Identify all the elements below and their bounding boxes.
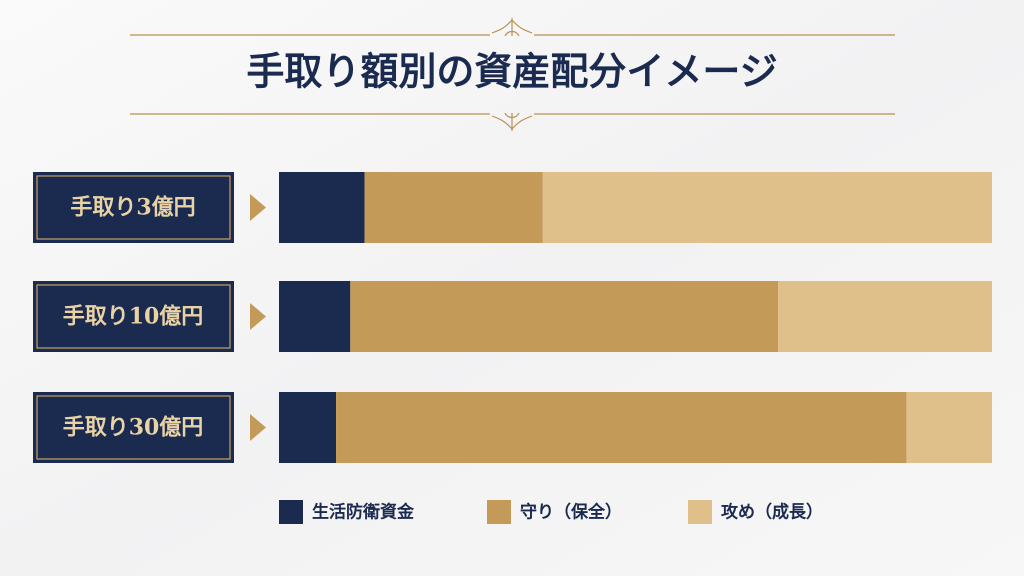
bar-segment	[364, 172, 543, 243]
bar-segment	[279, 281, 351, 352]
arrow	[250, 194, 266, 221]
arrow	[250, 414, 266, 441]
category-label: 手取り3億円	[70, 195, 195, 221]
legend-swatch	[279, 500, 303, 524]
bar-segment	[350, 281, 779, 352]
category-label: 手取り10億円	[63, 304, 204, 330]
legend-swatch	[487, 500, 511, 524]
legend-label: 生活防衛資金	[312, 502, 415, 523]
category-box	[33, 172, 234, 243]
bar-segment	[778, 281, 992, 352]
chart-title: 手取り額別の資産配分イメージ	[246, 49, 777, 94]
category-box-border	[36, 284, 231, 349]
legend-label: 攻め（成長）	[721, 502, 823, 523]
bar-segment	[279, 392, 337, 463]
arrow	[250, 303, 266, 330]
category-box	[33, 281, 234, 352]
category-box-border	[36, 175, 231, 240]
bar-segment	[542, 172, 992, 243]
category-label: 手取り30億円	[63, 415, 204, 441]
legend-label: 守り（保全）	[520, 502, 622, 523]
bar-segment	[279, 172, 365, 243]
legend-swatch	[688, 500, 712, 524]
category-box-border	[36, 395, 231, 460]
bar-segment	[336, 392, 907, 463]
title-ornament	[130, 18, 895, 131]
category-box	[33, 392, 234, 463]
bar-segment	[906, 392, 992, 463]
